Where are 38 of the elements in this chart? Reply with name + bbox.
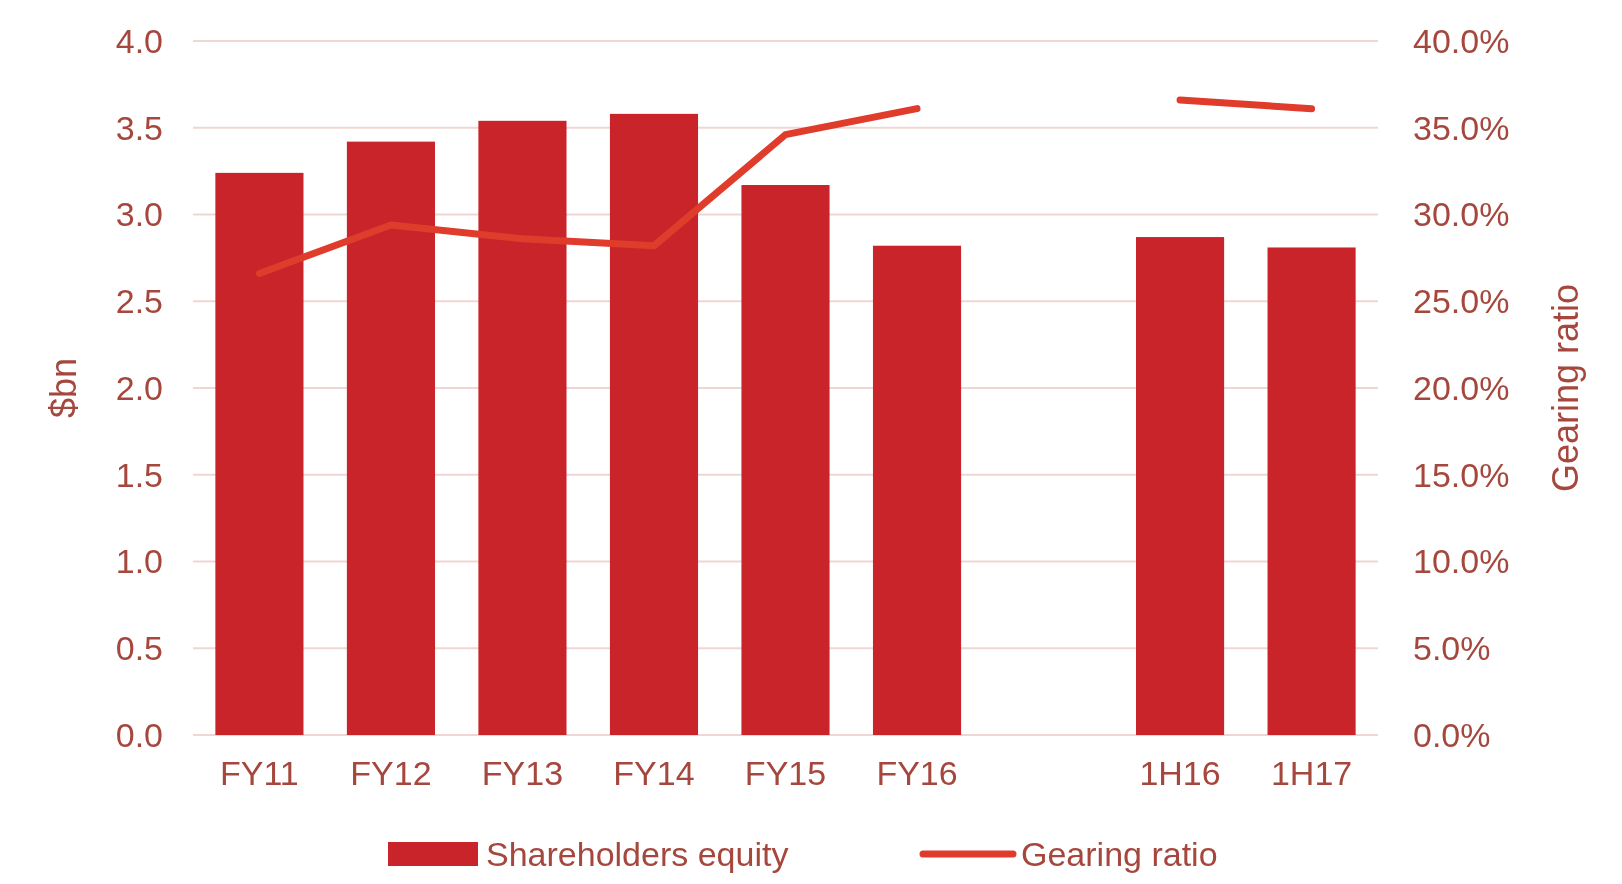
y-axis-title: $bn <box>43 357 84 419</box>
y-tick-label: 0.5 <box>115 629 163 668</box>
y-tick-label: 4.0 <box>115 21 163 60</box>
x-tick-label: FY15 <box>744 754 827 792</box>
y-tick-label: 0.0 <box>115 715 163 754</box>
y2-tick-label: 40.0% <box>1413 21 1510 60</box>
y2-tick-label: 30.0% <box>1413 195 1510 234</box>
x-tick-label: 1H16 <box>1139 754 1221 792</box>
bar <box>609 113 699 735</box>
y-tick-label: 2.0 <box>115 368 163 407</box>
bar <box>215 172 304 735</box>
bar <box>478 120 567 735</box>
legend-label: Gearing ratio <box>1021 835 1218 873</box>
y-tick-label: 2.5 <box>115 282 163 321</box>
y2-tick-label: 35.0% <box>1413 108 1510 147</box>
bar <box>741 185 830 735</box>
x-tick-label: FY11 <box>220 754 299 792</box>
y2-tick-label: 15.0% <box>1413 455 1510 494</box>
y-tick-label: 1.5 <box>115 455 163 494</box>
y-tick-label: 1.0 <box>115 542 163 581</box>
y2-tick-label: 5.0% <box>1413 629 1491 668</box>
y2-tick-label: 10.0% <box>1413 542 1510 581</box>
y-tick-label: 3.0 <box>115 195 163 234</box>
bar <box>1136 237 1225 735</box>
bar <box>872 245 962 735</box>
x-tick-label: 1H17 <box>1270 754 1353 792</box>
x-tick-label: FY16 <box>876 754 958 792</box>
y-tick-label: 3.5 <box>115 108 163 147</box>
y2-tick-label: 20.0% <box>1413 368 1510 407</box>
x-tick-label: FY14 <box>613 754 695 792</box>
bar <box>346 141 435 735</box>
x-tick-label: FY12 <box>350 754 432 792</box>
y2-tick-label: 0.0% <box>1413 715 1491 754</box>
y2-axis-title: Gearing ratio <box>1545 283 1586 493</box>
x-tick-label: FY13 <box>481 754 564 792</box>
y2-tick-label: 25.0% <box>1413 282 1510 321</box>
bar <box>1267 247 1356 735</box>
legend-label: Shareholders equity <box>486 835 789 873</box>
